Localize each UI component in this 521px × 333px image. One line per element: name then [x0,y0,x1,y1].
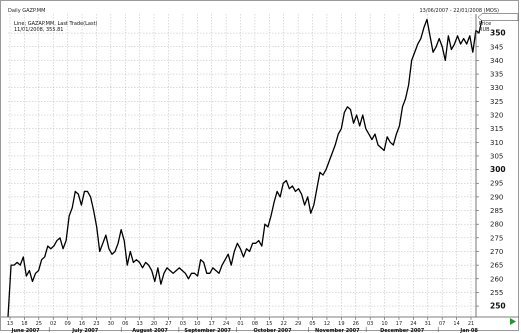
x-month-label: July 2007 [71,328,99,333]
y-tick-label: 315 [490,125,503,133]
x-day-label: 03 [367,321,373,327]
x-day-label: 24 [410,321,416,327]
x-month-label: June 2007 [11,328,41,333]
x-month-label: August 2007 [132,328,168,333]
marker-layer [477,13,519,325]
x-month-label: September 2007 [184,328,231,333]
x-month-label: December 2007 [380,328,425,333]
x-day-label: 22 [281,321,287,327]
y-tick-label: 345 [490,43,503,51]
x-day-label: 19 [338,321,344,327]
chart-header-right: 13/06/2007 - 22/01/2008 (MOS) [419,8,499,14]
y-axis-units-price: Price [479,21,492,27]
x-day-label: 05 [309,321,315,327]
y-tick-label: 310 [490,139,503,147]
x-day-label: 13 [7,321,13,327]
x-day-label: 29 [295,321,301,327]
x-day-label: 16 [79,321,85,327]
y-tick-label: 295 [490,180,503,188]
x-day-label: 12 [324,321,330,327]
x-day-label: 26 [353,321,359,327]
y-tick-label: 275 [490,234,503,242]
x-day-label: 02 [50,321,56,327]
x-month-label: November 2007 [315,328,360,333]
y-tick-label: 305 [490,152,503,160]
x-day-label: 07 [439,321,445,327]
y-tick-label: 320 [490,112,503,120]
x-day-label: 20 [151,321,157,327]
x-day-label: 08 [252,321,258,327]
x-day-label: 09 [64,321,70,327]
y-tick-label: 280 [490,221,503,229]
x-month-label: Jan 08 [459,328,478,333]
y-tick-label: 290 [490,193,503,201]
y-axis: 250 255 260 265 270 275 280 285 290 295 300 305 310 3… [475,14,506,317]
y-tick-label: 250 [490,302,506,311]
x-day-label: 03 [180,321,186,327]
legend-series-name: Line; GAZAP.MM, Last Trade(Last) [14,21,98,27]
y-tick-label: 300 [490,165,506,174]
y-tick-label: 325 [490,98,503,106]
x-day-label: 21 [468,321,474,327]
x-day-label: 31 [425,321,431,327]
x-day-label: 06 [122,321,128,327]
y-tick-label: 340 [490,57,503,65]
y-tick-label: 285 [490,207,503,215]
y-axis-units: Price RUB [479,21,491,33]
scroll-right-arrow-icon [510,318,516,325]
series-layer [7,18,483,318]
y-axis-units-currency: RUB [479,27,490,33]
x-day-label: 10 [194,321,200,327]
x-day-label: 14 [453,321,459,327]
x-day-label: 25 [36,321,42,327]
x-axis: 13 18 25 02 09 16 23 30 06 13 20 27 03 10 17 24 01 08 15 22… [1,316,519,333]
x-day-label: 23 [93,321,99,327]
y-tick-label: 270 [490,248,503,256]
x-day-label: 24 [223,321,229,327]
grid-layer [8,14,476,317]
last-value-marker [477,13,519,21]
x-month-label: October 2007 [253,328,292,333]
x-day-label: 27 [165,321,171,327]
series-line [7,18,483,318]
y-tick-label: 330 [490,84,503,92]
chart-header-left: Daily GAZP.MM [8,8,46,14]
x-day-label: 10 [381,321,387,327]
x-day-label: 17 [396,321,402,327]
y-tick-label: 350 [490,29,506,38]
y-tick-label: 335 [490,71,503,79]
x-day-label: 18 [21,321,27,327]
x-day-label: 15 [266,321,272,327]
y-tick-label: 260 [490,275,503,283]
x-day-label: 01 [237,321,243,327]
x-day-label: 30 [108,321,114,327]
x-day-label: 17 [209,321,215,327]
y-tick-label: 255 [490,289,503,297]
y-tick-label: 265 [490,262,503,270]
x-day-label: 13 [136,321,142,327]
